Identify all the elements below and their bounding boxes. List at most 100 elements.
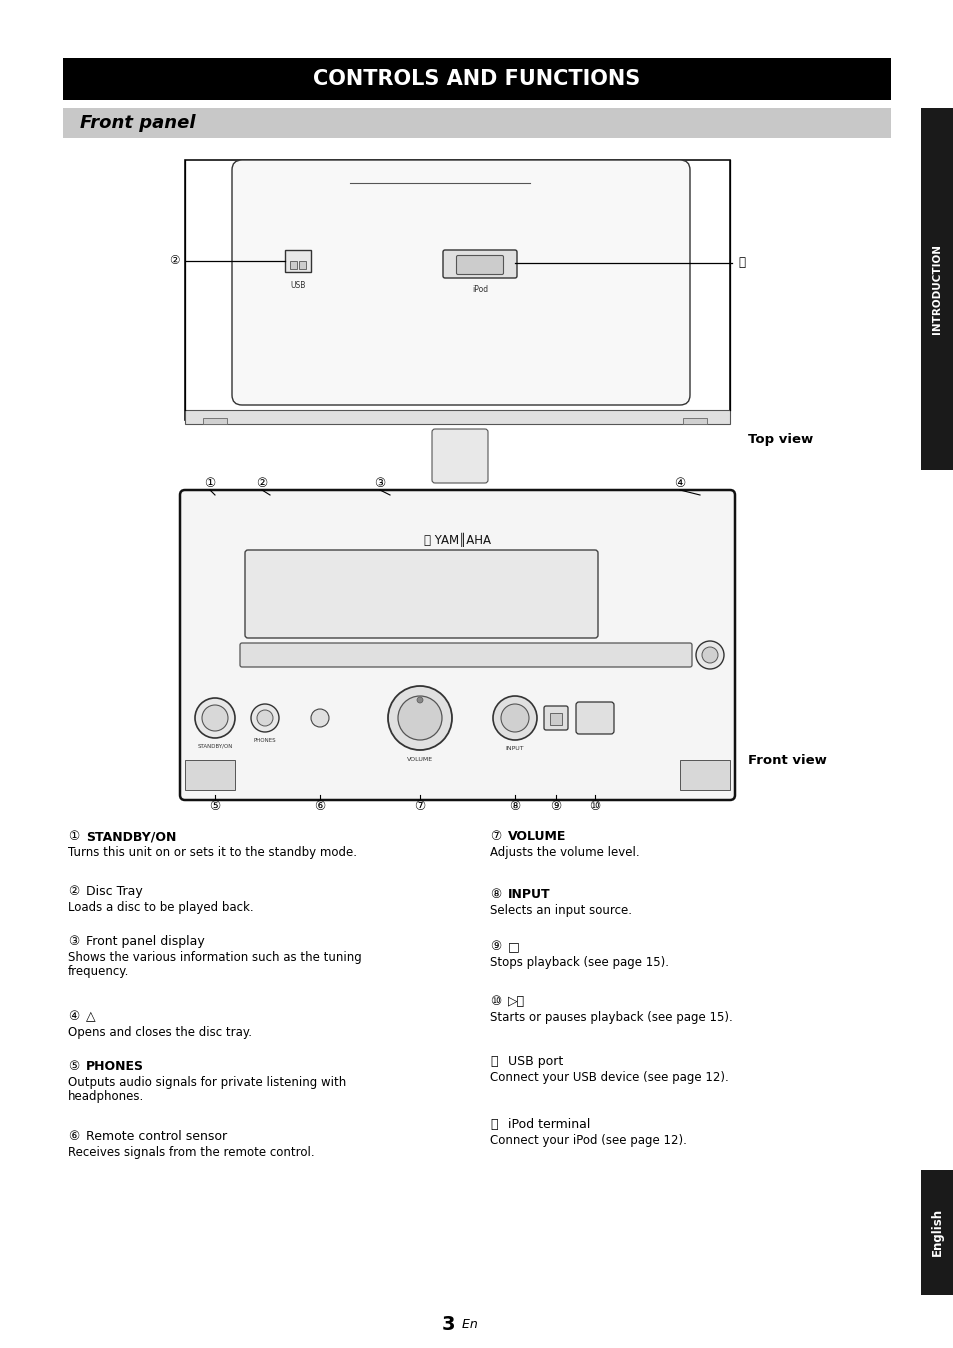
- Text: INPUT: INPUT: [507, 888, 550, 900]
- Text: ⑩: ⑩: [589, 799, 600, 813]
- Text: Selects an input source.: Selects an input source.: [490, 905, 631, 917]
- Text: Starts or pauses playback (see page 15).: Starts or pauses playback (see page 15).: [490, 1011, 732, 1024]
- Text: iPod terminal: iPod terminal: [507, 1117, 590, 1131]
- Text: ▷⏸: ▷⏸: [507, 995, 524, 1008]
- FancyBboxPatch shape: [920, 108, 953, 470]
- Text: ⑥: ⑥: [314, 799, 325, 813]
- Text: Stops playback (see page 15).: Stops playback (see page 15).: [490, 956, 668, 969]
- Text: 3: 3: [441, 1316, 455, 1335]
- Text: VOLUME: VOLUME: [407, 758, 433, 762]
- FancyBboxPatch shape: [185, 410, 729, 425]
- FancyBboxPatch shape: [290, 262, 296, 270]
- Text: Opens and closes the disc tray.: Opens and closes the disc tray.: [68, 1026, 252, 1039]
- Text: PHONES: PHONES: [86, 1060, 144, 1073]
- Circle shape: [696, 642, 723, 669]
- Text: INPUT: INPUT: [505, 745, 524, 751]
- Circle shape: [311, 709, 329, 727]
- Text: ⑥: ⑥: [68, 1130, 79, 1143]
- Text: ⑩: ⑩: [490, 995, 500, 1008]
- Circle shape: [388, 686, 452, 749]
- Text: □: □: [507, 940, 519, 953]
- Text: INTRODUCTION: INTRODUCTION: [931, 244, 941, 334]
- Text: Front panel: Front panel: [80, 115, 195, 132]
- Text: Loads a disc to be played back.: Loads a disc to be played back.: [68, 900, 253, 914]
- Text: Turns this unit on or sets it to the standby mode.: Turns this unit on or sets it to the sta…: [68, 847, 356, 859]
- FancyBboxPatch shape: [232, 160, 689, 404]
- Text: Shows the various information such as the tuning: Shows the various information such as th…: [68, 950, 361, 964]
- Text: Adjusts the volume level.: Adjusts the volume level.: [490, 847, 639, 859]
- Text: Top view: Top view: [747, 434, 812, 446]
- Text: STANDBY/ON: STANDBY/ON: [86, 830, 176, 842]
- Text: ⑫: ⑫: [738, 256, 744, 270]
- Text: Connect your iPod (see page 12).: Connect your iPod (see page 12).: [490, 1134, 686, 1147]
- Text: ④: ④: [68, 1010, 79, 1023]
- Text: ⑤: ⑤: [209, 799, 220, 813]
- FancyBboxPatch shape: [432, 429, 488, 483]
- Text: STANDBY/ON: STANDBY/ON: [197, 744, 233, 749]
- Circle shape: [493, 696, 537, 740]
- Circle shape: [416, 697, 422, 704]
- Text: Outputs audio signals for private listening with: Outputs audio signals for private listen…: [68, 1076, 346, 1089]
- FancyBboxPatch shape: [442, 249, 517, 278]
- Text: ②: ②: [256, 477, 268, 491]
- FancyBboxPatch shape: [298, 262, 306, 270]
- FancyBboxPatch shape: [185, 160, 729, 421]
- Text: frequency.: frequency.: [68, 965, 130, 979]
- FancyBboxPatch shape: [576, 702, 614, 735]
- FancyBboxPatch shape: [240, 643, 691, 667]
- FancyBboxPatch shape: [63, 58, 890, 100]
- Text: ⑨: ⑨: [490, 940, 500, 953]
- Text: ⑤: ⑤: [68, 1060, 79, 1073]
- Text: ①: ①: [68, 830, 79, 842]
- FancyBboxPatch shape: [456, 256, 503, 275]
- Text: iPod: iPod: [472, 284, 488, 294]
- Text: ⑧: ⑧: [509, 799, 520, 813]
- Text: Remote control sensor: Remote control sensor: [86, 1130, 227, 1143]
- FancyBboxPatch shape: [285, 249, 311, 272]
- Text: Ⓞ YAM║AHA: Ⓞ YAM║AHA: [423, 532, 491, 547]
- Circle shape: [500, 704, 529, 732]
- Text: Front view: Front view: [747, 754, 826, 767]
- Text: English: English: [929, 1208, 943, 1256]
- Text: ④: ④: [674, 477, 685, 491]
- Text: ⑦: ⑦: [490, 830, 500, 842]
- Text: ②: ②: [169, 255, 179, 267]
- Text: USB port: USB port: [507, 1055, 562, 1068]
- Text: ①: ①: [204, 477, 215, 491]
- Text: En: En: [457, 1318, 477, 1332]
- FancyBboxPatch shape: [245, 550, 598, 638]
- Text: △: △: [86, 1010, 95, 1023]
- Text: ⑨: ⑨: [550, 799, 561, 813]
- Text: Receives signals from the remote control.: Receives signals from the remote control…: [68, 1146, 314, 1159]
- Text: Connect your USB device (see page 12).: Connect your USB device (see page 12).: [490, 1072, 728, 1084]
- Text: ③: ③: [374, 477, 385, 491]
- Circle shape: [202, 705, 228, 731]
- Text: USB: USB: [290, 280, 305, 290]
- Text: Front panel display: Front panel display: [86, 936, 205, 948]
- Circle shape: [251, 704, 278, 732]
- FancyBboxPatch shape: [682, 418, 706, 425]
- Text: PHONES: PHONES: [253, 737, 276, 743]
- FancyBboxPatch shape: [550, 713, 561, 725]
- Text: ②: ②: [68, 886, 79, 898]
- Text: ③: ③: [68, 936, 79, 948]
- FancyBboxPatch shape: [185, 760, 234, 790]
- Circle shape: [194, 698, 234, 737]
- FancyBboxPatch shape: [679, 760, 729, 790]
- Text: Disc Tray: Disc Tray: [86, 886, 143, 898]
- FancyBboxPatch shape: [543, 706, 567, 731]
- FancyBboxPatch shape: [920, 1170, 953, 1295]
- Text: CONTROLS AND FUNCTIONS: CONTROLS AND FUNCTIONS: [313, 69, 640, 89]
- Text: ⑦: ⑦: [414, 799, 425, 813]
- Circle shape: [397, 696, 441, 740]
- Text: ⑫: ⑫: [490, 1117, 497, 1131]
- FancyBboxPatch shape: [203, 418, 227, 425]
- Text: ⑧: ⑧: [490, 888, 500, 900]
- Text: headphones.: headphones.: [68, 1091, 144, 1103]
- FancyBboxPatch shape: [180, 491, 734, 799]
- Circle shape: [701, 647, 718, 663]
- FancyBboxPatch shape: [63, 108, 890, 137]
- Text: VOLUME: VOLUME: [507, 830, 566, 842]
- Circle shape: [256, 710, 273, 727]
- Text: ⑪: ⑪: [490, 1055, 497, 1068]
